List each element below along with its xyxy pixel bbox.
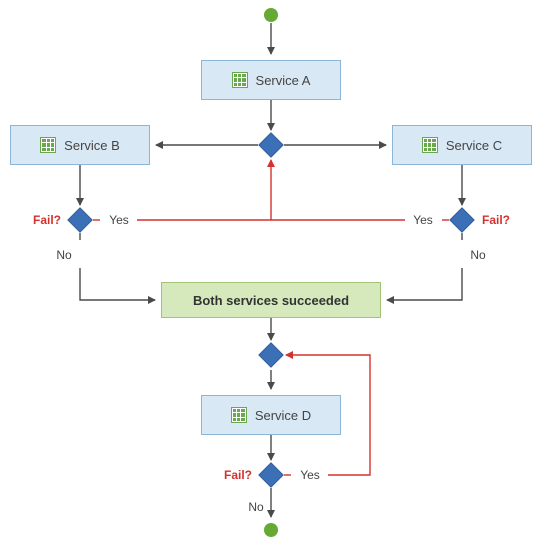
decision-top [258,132,283,157]
service-d-label: Service D [255,408,311,423]
no-b-label: No [56,248,71,262]
grid-icon [232,72,248,88]
decision-d [258,462,283,487]
no-d-label: No [248,500,263,514]
service-c-box: Service C [392,125,532,165]
fail-c-label: Fail? [482,213,510,227]
grid-icon [40,137,56,153]
yes-d-label: Yes [300,468,320,482]
fail-b-label: Fail? [33,213,61,227]
decision-mid [258,342,283,367]
end-node [264,523,278,537]
decision-c [449,207,474,232]
flowchart-canvas: Service A Service B Service C Fail? Yes … [0,0,542,546]
success-box: Both services succeeded [161,282,381,318]
grid-icon [231,407,247,423]
service-a-label: Service A [256,73,311,88]
service-a-box: Service A [201,60,341,100]
grid-icon [422,137,438,153]
service-b-box: Service B [10,125,150,165]
service-d-box: Service D [201,395,341,435]
service-b-label: Service B [64,138,120,153]
service-c-label: Service C [446,138,502,153]
no-c-label: No [470,248,485,262]
yes-b-label: Yes [109,213,129,227]
decision-b [67,207,92,232]
yes-c-label: Yes [413,213,433,227]
start-node [264,8,278,22]
fail-d-label: Fail? [224,468,252,482]
